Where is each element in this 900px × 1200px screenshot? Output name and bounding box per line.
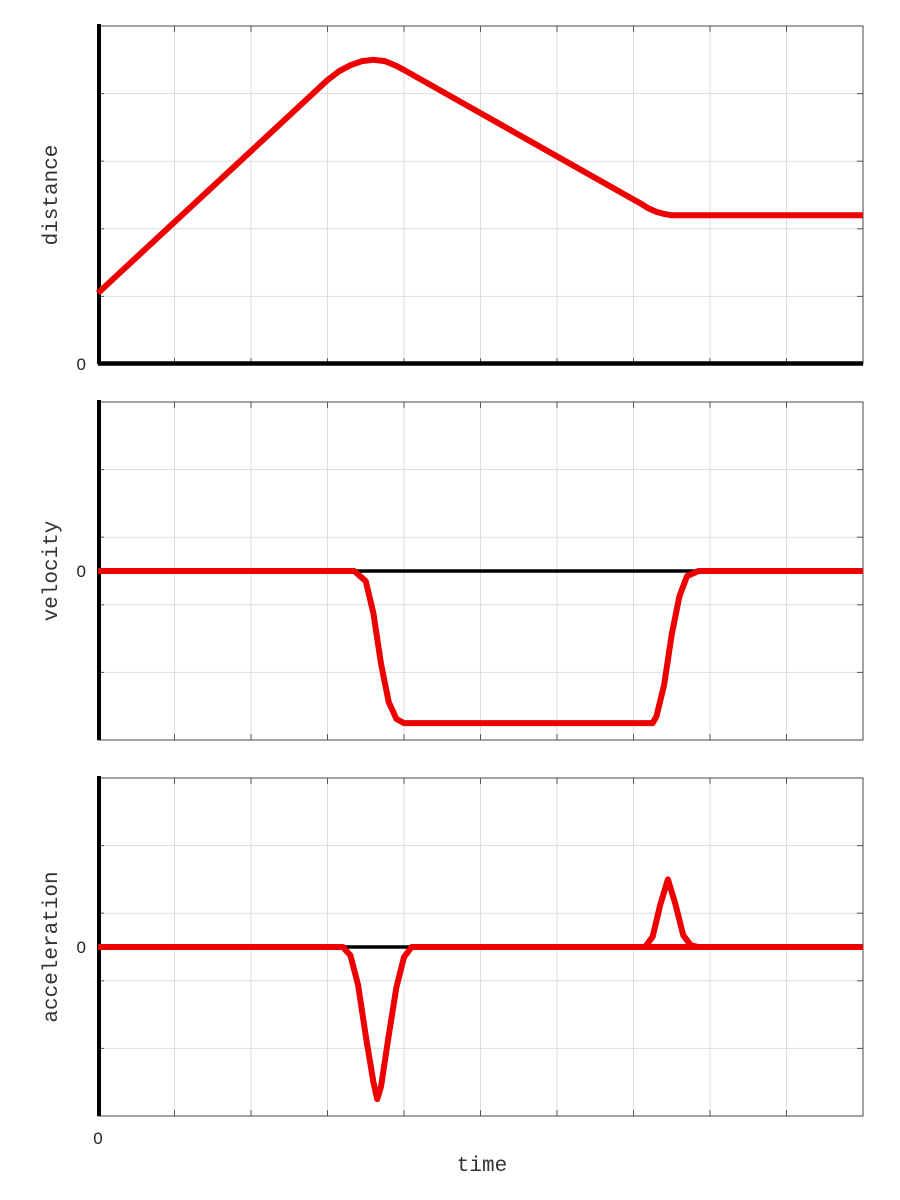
y-axis-title: velocity [41, 521, 64, 622]
y-zero-tick-label: 0 [77, 562, 86, 581]
y-axis-title: acceleration [41, 871, 64, 1022]
x-axis-title: time [457, 1155, 507, 1178]
series-line-velocity [98, 568, 863, 727]
panel-distance: 0 distance [41, 24, 864, 374]
chart-panels: 0 distance 0 velocity 0 acceleration [41, 24, 864, 1117]
series-line-acceleration-peak [642, 876, 700, 950]
series-line-distance [95, 56, 863, 296]
x-axis-zero-label: 0 [93, 1129, 102, 1148]
panel-velocity: 0 velocity [41, 400, 864, 741]
y-zero-tick-label: 0 [77, 355, 86, 374]
panel-acceleration: 0 acceleration [41, 776, 864, 1117]
series-line-acceleration [98, 944, 863, 1103]
y-axis-title: distance [41, 145, 64, 246]
y-zero-tick-label: 0 [77, 938, 86, 957]
